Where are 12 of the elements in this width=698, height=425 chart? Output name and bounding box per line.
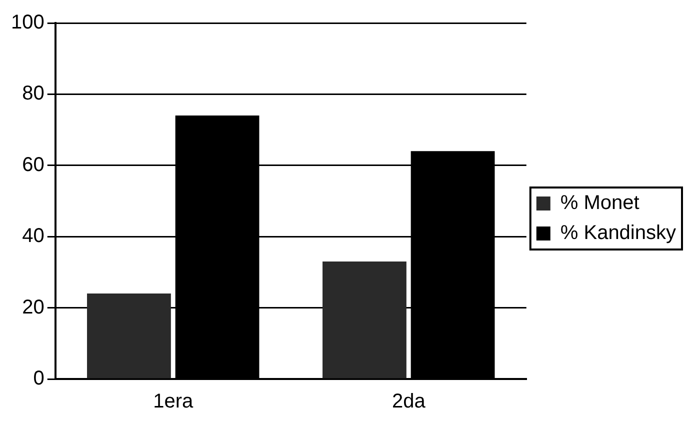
bar	[322, 262, 406, 378]
legend-label: % Kandinsky	[560, 222, 676, 244]
y-tick-label: 80	[22, 82, 44, 105]
y-tick-label: 20	[22, 296, 44, 318]
x-tick-label: 2da	[392, 390, 426, 413]
y-tick-label: 60	[22, 154, 44, 176]
bar	[87, 294, 171, 378]
x-tick-label: 1era	[153, 390, 194, 413]
y-tick-label: 40	[22, 225, 44, 248]
y-tick-label: 0	[33, 368, 44, 390]
legend-label: % Monet	[560, 192, 640, 214]
y-tick-label: 100	[10, 12, 44, 34]
